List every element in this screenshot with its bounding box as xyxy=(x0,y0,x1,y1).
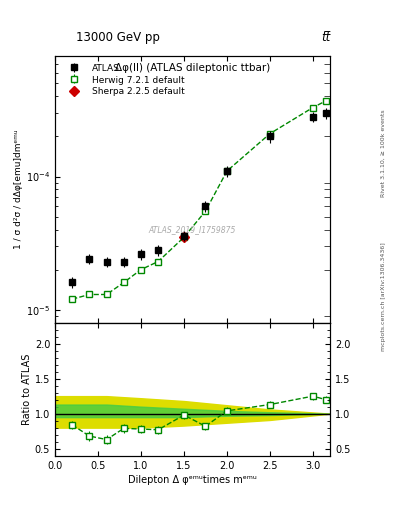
Text: Δφ(ll) (ATLAS dileptonic ttbar): Δφ(ll) (ATLAS dileptonic ttbar) xyxy=(115,63,270,73)
Y-axis label: Ratio to ATLAS: Ratio to ATLAS xyxy=(22,353,32,425)
Text: 13000 GeV pp: 13000 GeV pp xyxy=(76,31,160,44)
Text: mcplots.cern.ch [arXiv:1306.3436]: mcplots.cern.ch [arXiv:1306.3436] xyxy=(381,243,386,351)
Y-axis label: 1 / σ d²σ / dΔφ[emu]dmᵉᵐᵘ: 1 / σ d²σ / dΔφ[emu]dmᵉᵐᵘ xyxy=(14,130,23,249)
Text: tt̅: tt̅ xyxy=(321,31,330,44)
Text: ATLAS_2019_I1759875: ATLAS_2019_I1759875 xyxy=(149,225,236,234)
X-axis label: Dilepton Δ φᵉᵐᵘtimes mᵉᵐᵘ: Dilepton Δ φᵉᵐᵘtimes mᵉᵐᵘ xyxy=(128,475,257,485)
Legend: ATLAS, Herwig 7.2.1 default, Sherpa 2.2.5 default: ATLAS, Herwig 7.2.1 default, Sherpa 2.2.… xyxy=(59,60,188,100)
Text: Rivet 3.1.10, ≥ 100k events: Rivet 3.1.10, ≥ 100k events xyxy=(381,110,386,198)
